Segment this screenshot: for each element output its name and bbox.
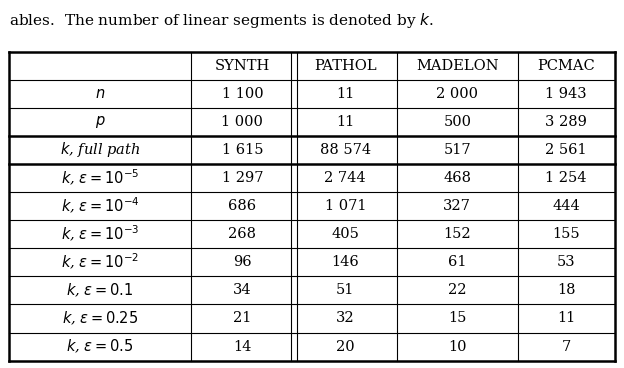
Text: 1 254: 1 254 bbox=[545, 171, 587, 185]
Text: 1 615: 1 615 bbox=[222, 143, 263, 157]
Text: 1 943: 1 943 bbox=[545, 87, 587, 101]
Text: 1 000: 1 000 bbox=[222, 115, 263, 129]
Text: $k$, full path: $k$, full path bbox=[60, 140, 140, 159]
Text: MADELON: MADELON bbox=[416, 59, 499, 72]
Text: 517: 517 bbox=[444, 143, 471, 157]
Text: 10: 10 bbox=[448, 340, 467, 354]
Text: ables.  The number of linear segments is denoted by $k$.: ables. The number of linear segments is … bbox=[9, 11, 434, 30]
Text: 327: 327 bbox=[443, 199, 471, 213]
Text: 146: 146 bbox=[331, 255, 359, 269]
Text: $k$, $\varepsilon=0.5$: $k$, $\varepsilon=0.5$ bbox=[66, 338, 134, 355]
Text: 1 071: 1 071 bbox=[324, 199, 366, 213]
Text: $k$, $\varepsilon=10^{-2}$: $k$, $\varepsilon=10^{-2}$ bbox=[61, 252, 139, 272]
Text: 32: 32 bbox=[336, 311, 354, 325]
Text: 88 574: 88 574 bbox=[319, 143, 371, 157]
Text: 18: 18 bbox=[557, 283, 575, 297]
Text: 500: 500 bbox=[443, 115, 471, 129]
Text: 155: 155 bbox=[552, 227, 580, 241]
Text: 1 297: 1 297 bbox=[222, 171, 263, 185]
Text: 11: 11 bbox=[336, 87, 354, 101]
Text: 21: 21 bbox=[233, 311, 251, 325]
Text: 51: 51 bbox=[336, 283, 354, 297]
Text: PATHOL: PATHOL bbox=[314, 59, 377, 72]
Text: 152: 152 bbox=[444, 227, 471, 241]
Text: $k$, $\varepsilon=10^{-5}$: $k$, $\varepsilon=10^{-5}$ bbox=[61, 168, 139, 188]
Text: 11: 11 bbox=[336, 115, 354, 129]
Text: 7: 7 bbox=[562, 340, 571, 354]
Text: 1 100: 1 100 bbox=[222, 87, 263, 101]
Text: 468: 468 bbox=[443, 171, 471, 185]
Text: 61: 61 bbox=[448, 255, 467, 269]
Text: 34: 34 bbox=[233, 283, 251, 297]
Text: 14: 14 bbox=[233, 340, 251, 354]
Text: $k$, $\varepsilon=10^{-3}$: $k$, $\varepsilon=10^{-3}$ bbox=[61, 224, 139, 244]
Text: 96: 96 bbox=[233, 255, 251, 269]
Text: 22: 22 bbox=[448, 283, 467, 297]
Text: 405: 405 bbox=[331, 227, 359, 241]
Text: 15: 15 bbox=[448, 311, 467, 325]
Text: PCMAC: PCMAC bbox=[537, 59, 595, 72]
Text: 20: 20 bbox=[336, 340, 354, 354]
Text: 444: 444 bbox=[552, 199, 580, 213]
Text: 3 289: 3 289 bbox=[545, 115, 587, 129]
Text: 686: 686 bbox=[228, 199, 256, 213]
Text: $k$, $\varepsilon=0.25$: $k$, $\varepsilon=0.25$ bbox=[62, 310, 139, 327]
Text: $n$: $n$ bbox=[95, 87, 105, 101]
Text: 11: 11 bbox=[557, 311, 575, 325]
Text: 2 000: 2 000 bbox=[436, 87, 478, 101]
Text: $k$, $\varepsilon=10^{-4}$: $k$, $\varepsilon=10^{-4}$ bbox=[61, 196, 140, 216]
Text: 268: 268 bbox=[228, 227, 256, 241]
Text: 53: 53 bbox=[557, 255, 575, 269]
Text: 2 561: 2 561 bbox=[545, 143, 587, 157]
Text: SYNTH: SYNTH bbox=[215, 59, 270, 72]
Text: 2 744: 2 744 bbox=[324, 171, 366, 185]
Text: $k$, $\varepsilon=0.1$: $k$, $\varepsilon=0.1$ bbox=[66, 282, 134, 299]
Text: $p$: $p$ bbox=[95, 114, 105, 130]
